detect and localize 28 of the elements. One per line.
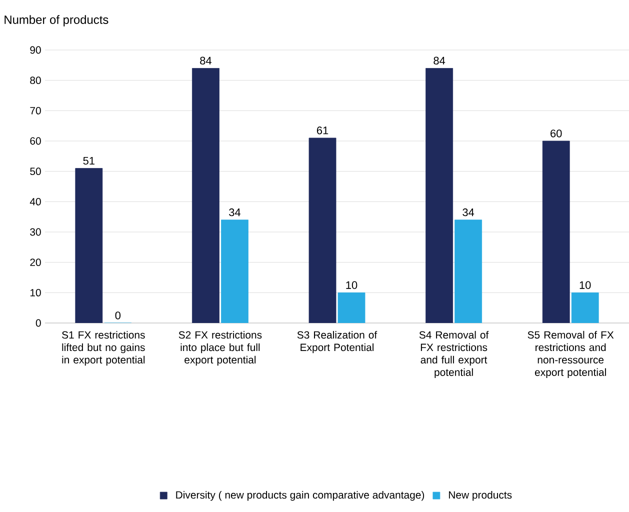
data-label: 34 xyxy=(229,208,240,216)
data-label: 51 xyxy=(83,156,94,165)
x-tick-label: S3 Realization of Export Potential xyxy=(297,330,378,354)
y-tick-label: 90 xyxy=(30,46,41,54)
y-tick-label: 60 xyxy=(30,137,41,145)
y-axis-title: Number of products xyxy=(4,15,108,26)
x-tick-label: S1 FX restrictions lifted but no gains in export potential xyxy=(62,330,145,366)
data-label: 84 xyxy=(200,56,212,65)
data-label: 34 xyxy=(462,208,474,216)
data-label: 0 xyxy=(115,312,121,320)
data-label: 10 xyxy=(580,281,591,289)
legend-label: New products xyxy=(448,490,512,501)
data-label: 84 xyxy=(434,56,446,65)
y-tick-label: 80 xyxy=(30,76,41,84)
y-tick-label: 30 xyxy=(30,228,41,236)
y-tick-label: 20 xyxy=(30,258,41,266)
y-tick-label: 40 xyxy=(30,198,41,206)
y-tick-label: 0 xyxy=(36,319,41,327)
y-tick-label: 70 xyxy=(30,106,41,114)
legend-label: Diversity ( new products gain comparative advantage) xyxy=(176,490,424,501)
data-label: 60 xyxy=(550,130,562,138)
y-tick-label: 10 xyxy=(30,288,41,296)
data-label: 61 xyxy=(316,126,328,134)
x-tick-label: S5 Removal of FX restrictions and non-ressource export potential xyxy=(528,330,614,378)
data-label: 10 xyxy=(346,281,358,289)
y-tick-label: 50 xyxy=(30,168,41,176)
x-tick-label: S4 Removal of FX restrictions and full export potential xyxy=(419,330,489,378)
x-tick-label: S2 FX restrictions into place but full export potential xyxy=(178,330,262,366)
